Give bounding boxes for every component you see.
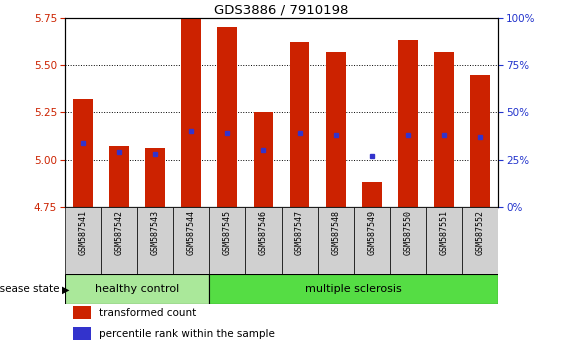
Bar bbox=[390, 207, 426, 274]
Text: GSM587545: GSM587545 bbox=[223, 210, 232, 256]
Bar bbox=[137, 207, 173, 274]
Text: transformed count: transformed count bbox=[100, 308, 196, 318]
Text: GSM587542: GSM587542 bbox=[114, 210, 123, 256]
Bar bbox=[462, 207, 498, 274]
Text: GSM587544: GSM587544 bbox=[187, 210, 196, 256]
Bar bbox=[209, 207, 245, 274]
Bar bbox=[173, 207, 209, 274]
Bar bbox=[470, 74, 490, 207]
Bar bbox=[362, 182, 382, 207]
Bar bbox=[65, 207, 101, 274]
Text: GSM587552: GSM587552 bbox=[476, 210, 485, 256]
Bar bbox=[65, 274, 209, 304]
Text: healthy control: healthy control bbox=[95, 284, 179, 295]
Bar bbox=[181, 18, 201, 207]
Bar bbox=[318, 207, 354, 274]
Bar bbox=[209, 274, 498, 304]
Bar bbox=[73, 327, 91, 340]
Bar bbox=[145, 148, 165, 207]
Text: GSM587543: GSM587543 bbox=[150, 210, 159, 256]
Text: GSM587546: GSM587546 bbox=[259, 210, 268, 256]
Text: disease state: disease state bbox=[0, 284, 59, 295]
Bar bbox=[434, 52, 454, 207]
Text: GSM587549: GSM587549 bbox=[367, 210, 376, 256]
Bar bbox=[73, 306, 91, 319]
Text: GSM587548: GSM587548 bbox=[331, 210, 340, 256]
Text: percentile rank within the sample: percentile rank within the sample bbox=[100, 329, 275, 339]
Bar bbox=[282, 207, 318, 274]
Bar bbox=[289, 42, 310, 207]
Bar bbox=[253, 112, 274, 207]
Text: ▶: ▶ bbox=[62, 284, 69, 295]
Bar bbox=[73, 99, 93, 207]
Bar bbox=[217, 27, 237, 207]
Bar bbox=[354, 207, 390, 274]
Bar bbox=[245, 207, 282, 274]
Bar bbox=[101, 207, 137, 274]
Text: multiple sclerosis: multiple sclerosis bbox=[305, 284, 402, 295]
Text: GSM587551: GSM587551 bbox=[440, 210, 449, 256]
Text: GSM587547: GSM587547 bbox=[295, 210, 304, 256]
Title: GDS3886 / 7910198: GDS3886 / 7910198 bbox=[215, 4, 348, 17]
Text: GSM587550: GSM587550 bbox=[404, 210, 413, 256]
Text: GSM587541: GSM587541 bbox=[78, 210, 87, 256]
Bar bbox=[398, 40, 418, 207]
Bar bbox=[426, 207, 462, 274]
Bar bbox=[326, 52, 346, 207]
Bar bbox=[109, 147, 129, 207]
